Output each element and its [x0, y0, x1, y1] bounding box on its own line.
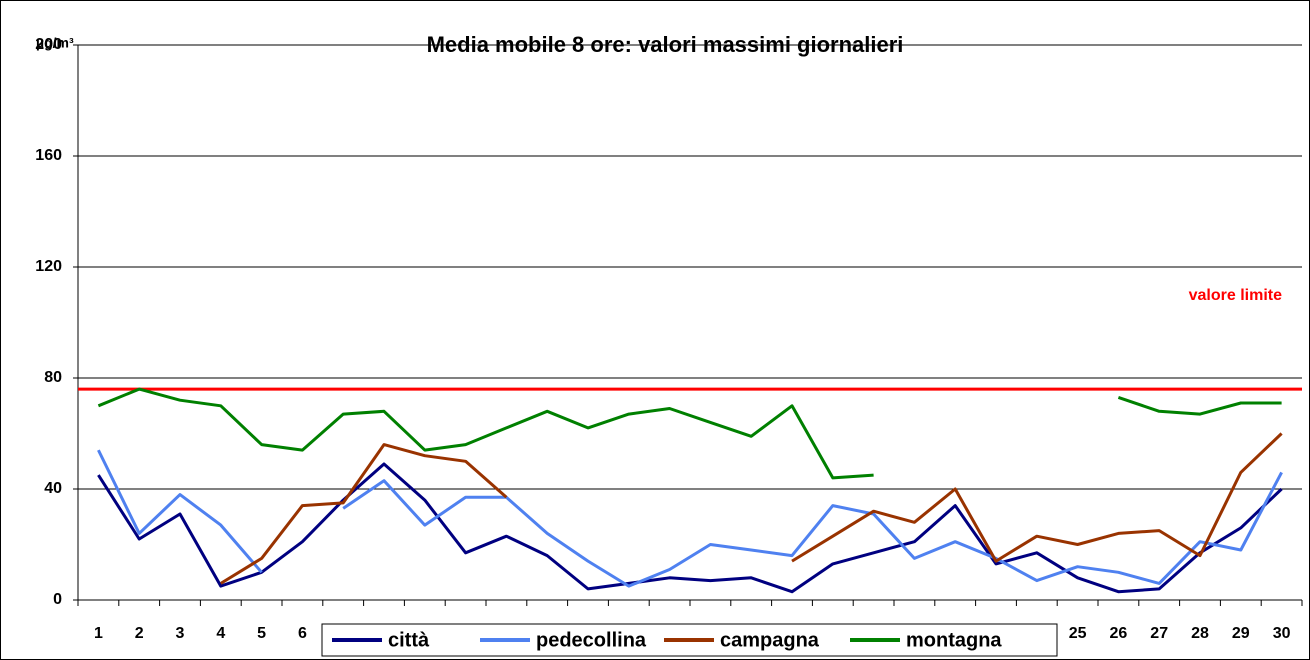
x-tick-label: 25 [1069, 625, 1087, 642]
y-tick-label: 40 [44, 480, 62, 497]
x-tick-label: 3 [176, 625, 185, 642]
x-tick-label: 4 [216, 625, 225, 642]
chart-title: Media mobile 8 ore: valori massimi giorn… [427, 32, 904, 57]
series-line [97, 462, 1283, 594]
x-tick-label: 29 [1232, 625, 1250, 642]
legend-label: montagna [906, 629, 1002, 651]
x-tick-label: 28 [1191, 625, 1209, 642]
y-tick-label: 160 [35, 147, 62, 164]
x-tick-label: 2 [135, 625, 144, 642]
legend-label: campagna [720, 629, 820, 651]
y-tick-label: 0 [53, 591, 62, 608]
series-line [220, 432, 1283, 585]
legend: città pedecollina campagna montagna [321, 623, 1058, 657]
x-tick-label: 6 [298, 625, 307, 642]
limit-label: valore limite [1189, 287, 1282, 304]
x-tick-label: 26 [1110, 625, 1128, 642]
legend-label: città [388, 629, 430, 651]
legend-label: pedecollina [536, 629, 647, 651]
y-axis-label: µg/m³ [36, 35, 74, 51]
x-tick-label: 5 [257, 625, 266, 642]
series-line [97, 387, 1282, 480]
x-tick-label: 1 [94, 625, 103, 642]
series-line [97, 449, 1283, 588]
y-tick-label: 120 [35, 258, 62, 275]
y-tick-label: 80 [44, 369, 62, 386]
y-tick-label: 200 [35, 36, 62, 53]
x-tick-label: 27 [1150, 625, 1168, 642]
x-tick-label: 30 [1273, 625, 1291, 642]
